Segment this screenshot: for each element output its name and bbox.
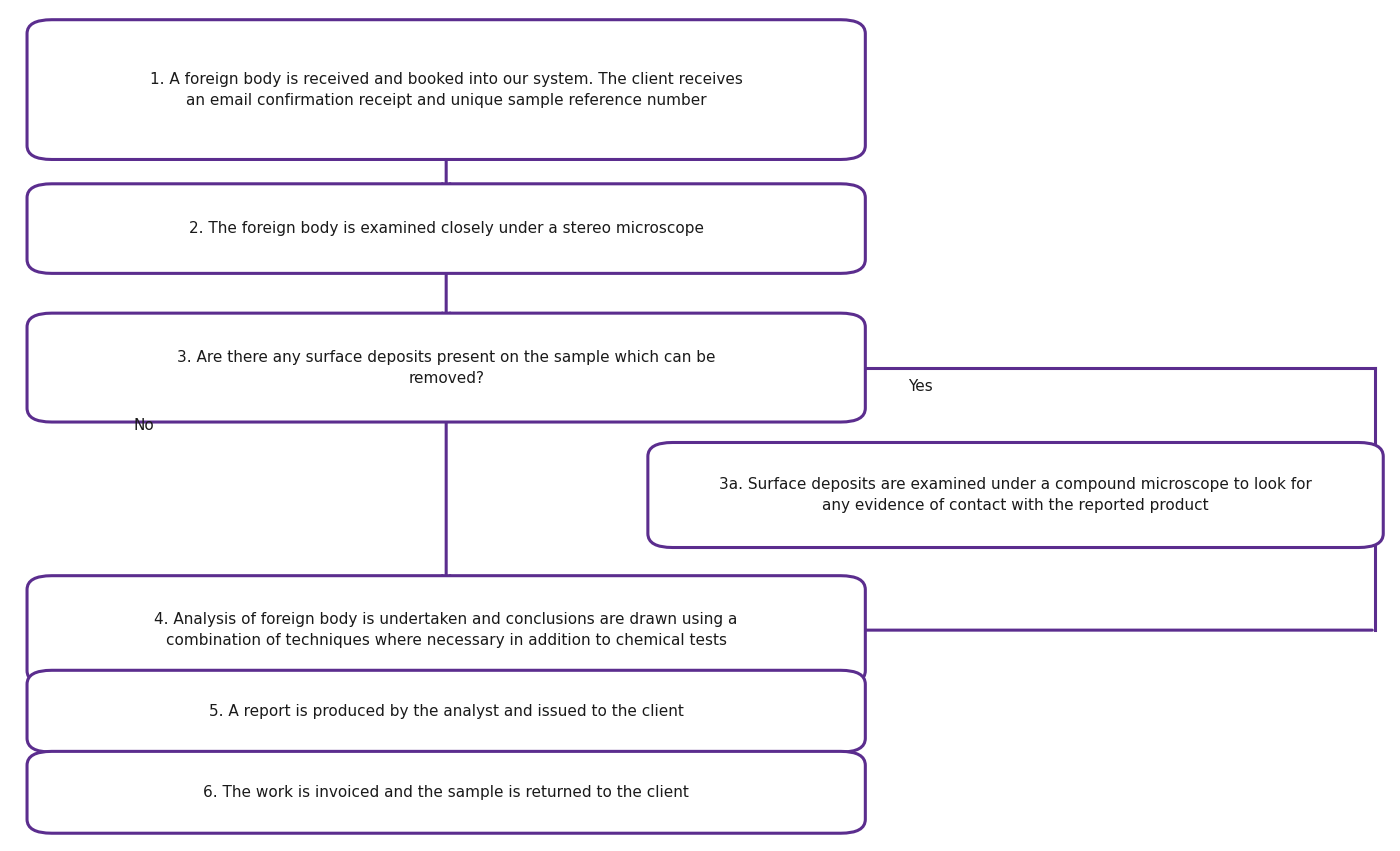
Text: 2. The foreign body is examined closely under a stereo microscope: 2. The foreign body is examined closely …: [189, 221, 704, 236]
FancyBboxPatch shape: [27, 313, 865, 422]
FancyBboxPatch shape: [27, 20, 865, 159]
Text: No: No: [133, 418, 154, 433]
Text: 5. A report is produced by the analyst and issued to the client: 5. A report is produced by the analyst a…: [209, 704, 683, 719]
Text: 4. Analysis of foreign body is undertaken and conclusions are drawn using a
comb: 4. Analysis of foreign body is undertake…: [154, 612, 738, 648]
Text: 3. Are there any surface deposits present on the sample which can be
removed?: 3. Are there any surface deposits presen…: [176, 350, 715, 386]
FancyBboxPatch shape: [648, 443, 1383, 547]
Text: 6. The work is invoiced and the sample is returned to the client: 6. The work is invoiced and the sample i…: [203, 785, 689, 800]
Text: 3a. Surface deposits are examined under a compound microscope to look for
any ev: 3a. Surface deposits are examined under …: [720, 477, 1312, 513]
Text: Yes: Yes: [909, 380, 934, 394]
FancyBboxPatch shape: [27, 184, 865, 273]
FancyBboxPatch shape: [27, 751, 865, 833]
FancyBboxPatch shape: [27, 671, 865, 752]
FancyBboxPatch shape: [27, 575, 865, 684]
Text: 1. A foreign body is received and booked into our system. The client receives
an: 1. A foreign body is received and booked…: [150, 71, 742, 107]
